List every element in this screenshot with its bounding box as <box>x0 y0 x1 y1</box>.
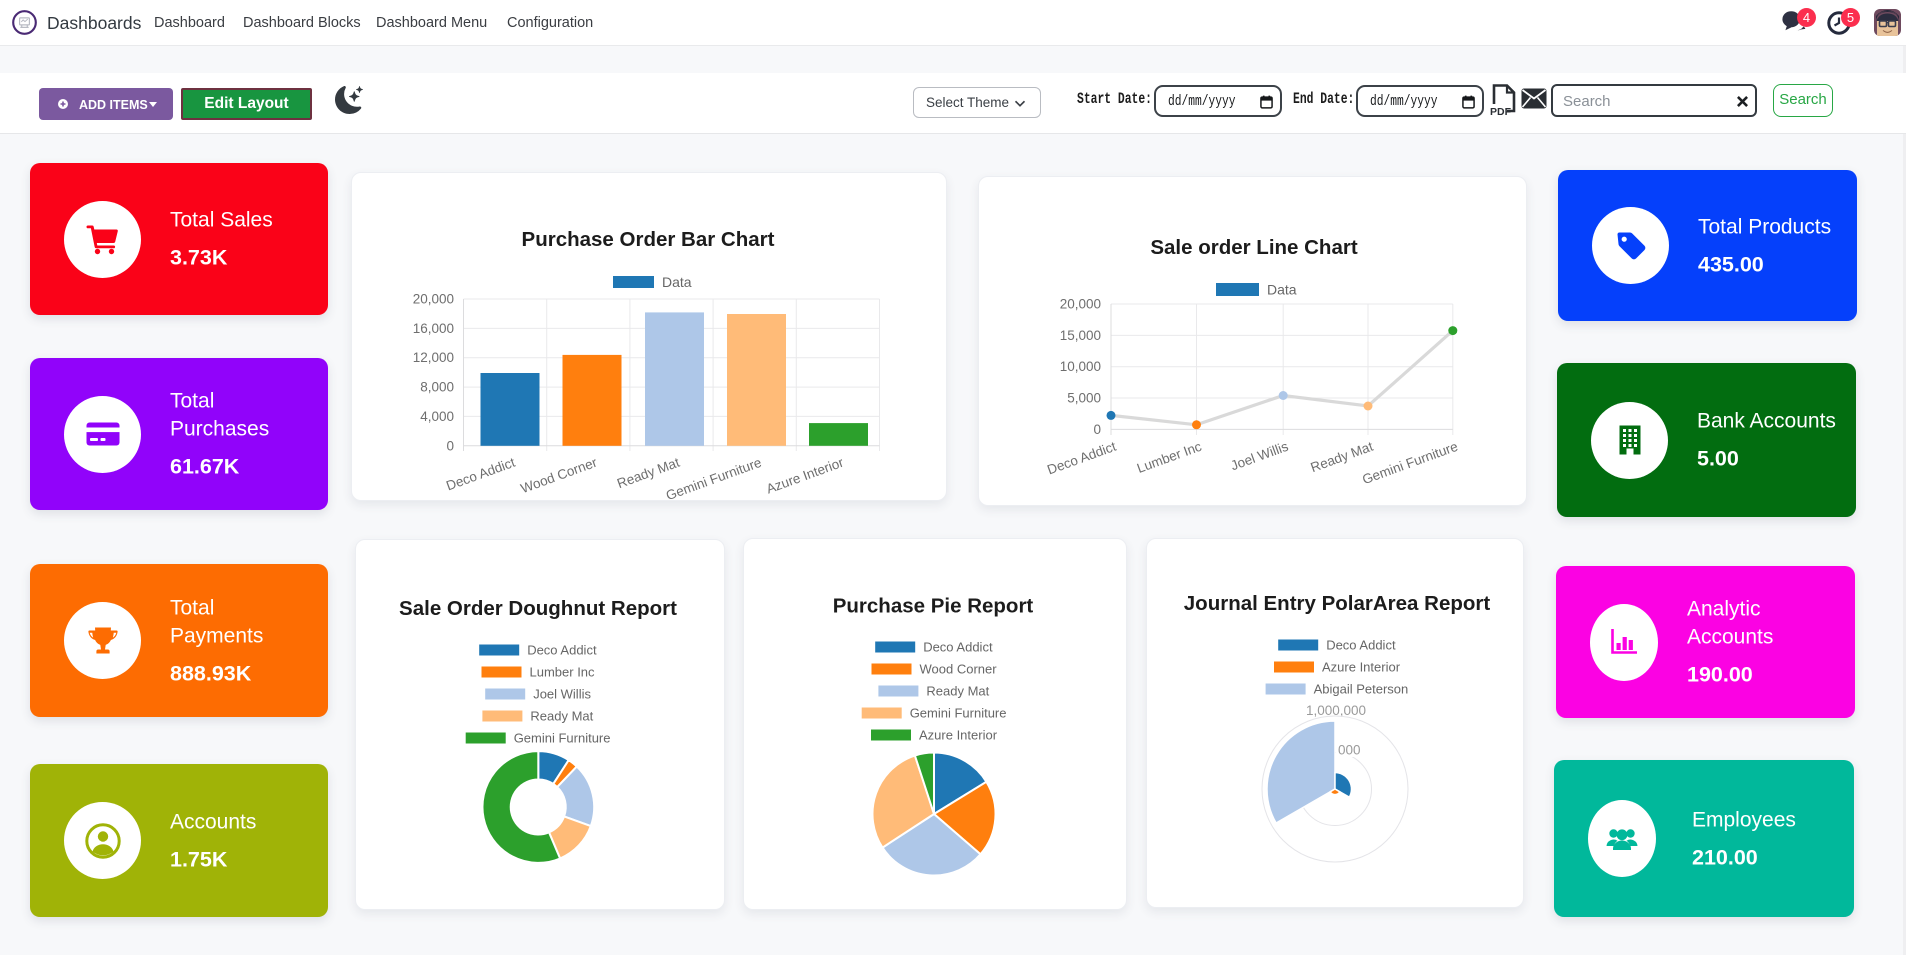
svg-text:15,000: 15,000 <box>1060 328 1101 343</box>
svg-text:Joel Willis: Joel Willis <box>1229 439 1291 474</box>
svg-text:Journal Entry PolarArea Report: Journal Entry PolarArea Report <box>1184 592 1491 615</box>
svg-text:Data: Data <box>1267 282 1297 298</box>
svg-text:0: 0 <box>446 438 454 453</box>
svg-text:Ready Mat: Ready Mat <box>926 684 989 699</box>
svg-text:Deco Addict: Deco Addict <box>1326 638 1396 653</box>
svg-text:4,000: 4,000 <box>420 409 454 424</box>
svg-text:Ready Mat: Ready Mat <box>530 709 593 724</box>
svg-text:Gemini Furniture: Gemini Furniture <box>514 731 611 746</box>
svg-text:Purchase Order Bar Chart: Purchase Order Bar Chart <box>522 228 775 251</box>
svg-text:20,000: 20,000 <box>413 292 454 307</box>
svg-text:Sale Order Doughnut Report: Sale Order Doughnut Report <box>399 597 677 620</box>
svg-text:Azure Interior: Azure Interior <box>764 455 846 497</box>
svg-text:Gemini Furniture: Gemini Furniture <box>1360 439 1460 487</box>
svg-text:Abigail Peterson: Abigail Peterson <box>1314 682 1409 697</box>
svg-text:20,000: 20,000 <box>1060 297 1101 312</box>
svg-text:000: 000 <box>1338 743 1361 758</box>
svg-text:Sale order Line Chart: Sale order Line Chart <box>1150 236 1358 259</box>
svg-text:Wood Corner: Wood Corner <box>519 455 600 497</box>
svg-text:10,000: 10,000 <box>1060 359 1101 374</box>
svg-text:Azure Interior: Azure Interior <box>1322 660 1401 675</box>
svg-text:1,000,000: 1,000,000 <box>1306 703 1366 718</box>
svg-text:8,000: 8,000 <box>420 380 454 395</box>
svg-text:Gemini Furniture: Gemini Furniture <box>910 706 1007 721</box>
svg-text:Ready Mat: Ready Mat <box>1309 439 1376 476</box>
svg-text:Purchase Pie Report: Purchase Pie Report <box>833 595 1034 618</box>
svg-text:Lumber Inc: Lumber Inc <box>1135 439 1204 476</box>
svg-text:Deco Addict: Deco Addict <box>527 643 597 658</box>
svg-text:16,000: 16,000 <box>413 321 454 336</box>
svg-text:Wood Corner: Wood Corner <box>920 662 998 677</box>
svg-text:0: 0 <box>1093 422 1101 437</box>
svg-text:Data: Data <box>662 274 692 290</box>
svg-text:Lumber Inc: Lumber Inc <box>530 665 596 680</box>
svg-text:5,000: 5,000 <box>1067 391 1101 406</box>
svg-text:12,000: 12,000 <box>413 350 454 365</box>
svg-text:Deco Addict: Deco Addict <box>923 640 993 655</box>
svg-text:Azure Interior: Azure Interior <box>919 728 998 743</box>
svg-text:Deco Addict: Deco Addict <box>1045 439 1118 478</box>
svg-text:Joel Willis: Joel Willis <box>533 687 591 702</box>
svg-text:PDF: PDF <box>1490 106 1512 118</box>
svg-text:Deco Addict: Deco Addict <box>444 455 517 494</box>
